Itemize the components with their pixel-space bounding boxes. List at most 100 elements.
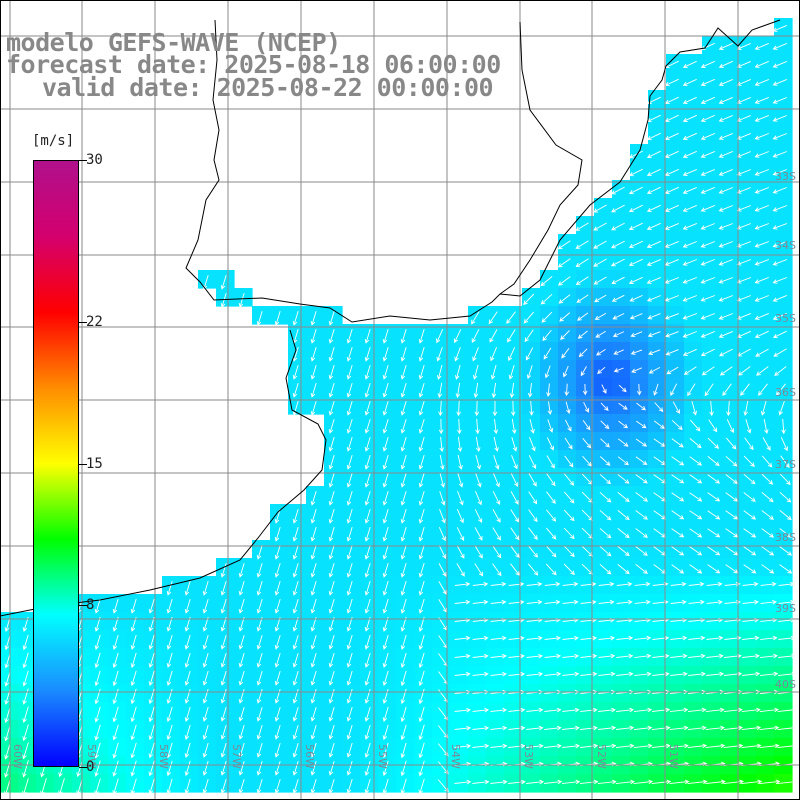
- wind-arrow: [94, 634, 101, 650]
- wind-arrow: [743, 546, 757, 556]
- longitude-label: 54W: [449, 744, 462, 769]
- wind-arrow: [687, 779, 708, 785]
- wind-arrow: [22, 742, 29, 760]
- wind-arrow: [575, 240, 589, 249]
- wind-arrow: [274, 706, 281, 722]
- wind-arrow: [583, 402, 590, 413]
- wind-arrow: [400, 328, 407, 344]
- wind-arrow: [471, 329, 480, 344]
- wind-arrow: [671, 564, 685, 574]
- wind-arrow: [700, 259, 715, 266]
- wind-arrow: [611, 276, 625, 285]
- wind-arrow: [382, 580, 389, 596]
- wind-arrow: [652, 671, 670, 677]
- wind-arrow: [772, 241, 788, 248]
- wind-arrow: [490, 347, 498, 362]
- wind-arrow: [772, 24, 787, 32]
- wind-arrow: [364, 580, 371, 596]
- wind-arrow: [475, 418, 480, 435]
- wind-arrow: [575, 222, 589, 231]
- wind-arrow: [700, 277, 716, 284]
- wind-arrow: [202, 580, 209, 596]
- wind-arrow: [400, 418, 407, 434]
- wind-arrow: [754, 205, 769, 212]
- wind-arrow: [754, 42, 769, 50]
- wind-arrow: [364, 508, 371, 524]
- wind-arrow: [475, 454, 482, 470]
- wind-arrow: [682, 313, 698, 320]
- wind-arrow: [274, 598, 281, 614]
- wind-arrow: [628, 168, 643, 177]
- wind-arrow: [238, 580, 245, 596]
- wind-arrow: [166, 706, 173, 723]
- wind-arrow: [670, 581, 687, 587]
- wind-arrow: [689, 528, 703, 538]
- wind-arrow: [628, 204, 643, 213]
- wind-arrow: [743, 492, 756, 502]
- wind-arrow: [723, 707, 743, 713]
- wind-arrow: [634, 635, 652, 641]
- wind-arrow: [754, 151, 769, 158]
- wind-arrow: [718, 114, 733, 122]
- coastline-south: [0, 329, 327, 617]
- wind-arrow: [617, 510, 630, 521]
- wind-arrow: [454, 725, 472, 731]
- wind-arrow: [523, 293, 535, 306]
- wind-arrow: [382, 346, 389, 362]
- wind-arrow: [760, 599, 777, 605]
- wind-arrow: [382, 706, 389, 722]
- wind-arrow: [547, 419, 554, 433]
- wind-arrow: [575, 276, 589, 286]
- wind-arrow: [418, 364, 425, 380]
- colorbar-unit: [m/s]: [32, 133, 75, 149]
- wind-arrow: [780, 437, 788, 452]
- wind-arrow: [310, 706, 317, 722]
- wind-arrow: [629, 313, 643, 320]
- wind-arrow: [472, 581, 489, 587]
- wind-arrow: [472, 707, 490, 713]
- wind-arrow: [700, 241, 715, 248]
- wind-arrow: [744, 437, 754, 451]
- wind-arrow: [725, 492, 739, 502]
- wind-arrow: [596, 349, 606, 356]
- wind-arrow: [274, 544, 281, 560]
- wind-arrow: [310, 778, 317, 794]
- wind-arrow: [754, 187, 769, 194]
- wind-arrow: [617, 492, 630, 503]
- wind-arrow: [612, 313, 625, 320]
- wind-arrow: [726, 400, 731, 417]
- wind-arrow: [563, 527, 575, 540]
- wind-arrow: [778, 599, 796, 605]
- wind-arrow: [718, 313, 733, 320]
- wind-arrow: [647, 331, 661, 338]
- wind-arrow: [756, 366, 769, 376]
- wind-arrow: [700, 60, 715, 68]
- wind-arrow: [682, 150, 697, 158]
- wind-arrow: [346, 418, 353, 434]
- wind-arrow: [613, 349, 624, 355]
- wind-arrow: [651, 725, 671, 731]
- wind-arrow: [547, 401, 553, 415]
- wind-arrow: [292, 508, 299, 524]
- wind-arrow: [490, 635, 507, 641]
- wind-arrow: [671, 528, 685, 538]
- wind-arrow: [600, 438, 610, 448]
- wind-arrow: [346, 490, 353, 506]
- wind-arrow: [310, 652, 317, 668]
- wind-arrow: [580, 707, 598, 713]
- wind-arrow: [437, 743, 449, 757]
- wind-arrow: [599, 491, 612, 503]
- wind-arrow: [94, 724, 101, 741]
- wind-arrow: [723, 743, 744, 749]
- wind-arrow: [754, 114, 769, 122]
- wind-arrow: [557, 240, 571, 250]
- wind-arrow: [400, 652, 407, 668]
- wind-arrow: [564, 455, 574, 468]
- wind-arrow: [220, 580, 227, 596]
- wind-arrow: [472, 347, 479, 362]
- wind-arrow: [438, 581, 447, 595]
- wind-arrow: [510, 527, 520, 541]
- wind-arrow: [148, 706, 155, 723]
- wind-arrow: [202, 706, 209, 722]
- wind-arrow: [328, 652, 335, 668]
